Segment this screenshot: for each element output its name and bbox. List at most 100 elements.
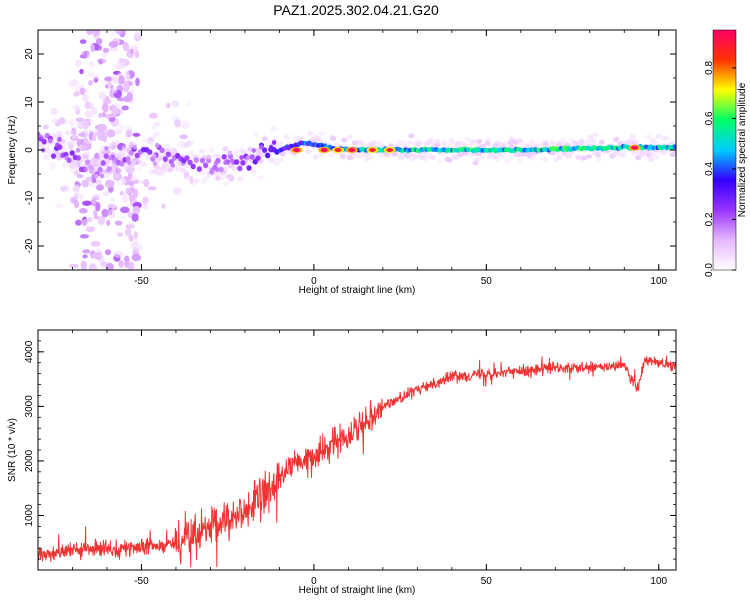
spectrogram-cell	[137, 162, 143, 172]
spectrogram-cell	[66, 157, 72, 164]
spectrogram-cell	[79, 39, 87, 44]
spectrogram-cell	[649, 151, 656, 157]
spectrogram-cell	[111, 107, 119, 116]
spectrogram-cell	[123, 125, 133, 132]
spectrogram-cell	[49, 161, 56, 171]
spectrogram-cell	[107, 142, 114, 148]
snr-y-tick-label: 1000	[24, 504, 35, 527]
spectrogram-cell	[90, 240, 101, 247]
spectrogram-cell	[167, 167, 174, 173]
spectrogram-cell	[660, 149, 667, 155]
spectrogram-cell	[102, 47, 110, 53]
spectrogram-cell	[367, 154, 374, 160]
spectrogram-cell	[369, 148, 377, 152]
spectrogram-cell	[97, 215, 106, 226]
spectrogram-cell	[348, 148, 356, 152]
spectrogram-cell	[122, 164, 129, 170]
spectrogram-cell	[229, 158, 234, 163]
spectrogram-cell	[73, 91, 80, 97]
spectrogram-cell	[65, 130, 72, 136]
spectrogram-cell	[283, 134, 290, 140]
spectrogram-cell	[82, 254, 88, 259]
spectrogram-cell	[119, 191, 124, 196]
spectrogram-cell	[69, 150, 75, 156]
spectrogram-cell	[48, 138, 53, 144]
spectrogram-cell	[70, 196, 76, 204]
snr-x-tick-label: 50	[481, 576, 493, 587]
spectrogram-cell	[343, 151, 350, 157]
spectrogram-cell	[234, 159, 240, 165]
spectrogram-cell	[189, 180, 196, 186]
spectrogram-cell	[127, 180, 135, 187]
spectrogram-cell	[541, 156, 548, 162]
spectrogram-cell	[75, 219, 82, 226]
spectrogram-cell	[655, 133, 662, 139]
spectrogram-cell	[68, 79, 79, 87]
spectrogram-y-tick-label: -10	[24, 190, 35, 205]
spectrogram-cell	[110, 162, 117, 168]
spectrogram-cell	[119, 213, 127, 220]
spectrogram-panel: -50 0 50 100 -20 -10 0 10 20 Height of straight…	[7, 29, 677, 296]
spectrogram-cell	[84, 129, 93, 134]
spectrogram-cell	[75, 161, 82, 167]
spectrogram-cell	[184, 155, 190, 161]
spectrogram-cell	[98, 91, 107, 101]
spectrogram-cell	[434, 139, 441, 145]
spectrogram-cell	[143, 201, 148, 210]
snr-y-ticks: 1000 2000 3000 4000	[24, 329, 676, 571]
spectrogram-cells	[38, 30, 676, 270]
spectrogram-cell	[578, 138, 585, 144]
spectrogram-cell	[109, 46, 119, 52]
spectrogram-cell	[91, 106, 98, 115]
spectrogram-cell	[208, 147, 215, 153]
spectrogram-cell	[517, 138, 524, 144]
spectrogram-cell	[107, 203, 117, 210]
spectrogram-cell	[114, 62, 124, 69]
spectrogram-cell	[140, 161, 147, 167]
spectrogram-cell	[584, 139, 591, 145]
spectrogram-cell	[88, 79, 94, 86]
spectrogram-cell	[277, 141, 284, 147]
spectrogram-cell	[81, 120, 90, 128]
spectrogram-cell	[240, 160, 246, 166]
spectrogram-cell	[126, 73, 131, 84]
spectrogram-cell	[73, 170, 80, 176]
spectrogram-cell	[61, 148, 68, 154]
spectrogram-cell	[148, 112, 158, 119]
colorbar-tick-label: 0.8	[704, 61, 715, 75]
snr-panel: -50 0 50 100 1000 2000 3000 4000 Height of str…	[7, 329, 677, 596]
spectrogram-cell	[105, 263, 114, 270]
spectrogram-cell	[70, 141, 77, 147]
spectrogram-cell	[69, 119, 75, 125]
spectrogram-cell	[95, 37, 103, 45]
spectrogram-cell	[566, 153, 573, 159]
spectrogram-cell	[228, 176, 235, 182]
spectrogram-cell	[106, 167, 111, 173]
spectrogram-cell	[129, 48, 134, 55]
spectrogram-cell	[273, 161, 280, 167]
spectrogram-cell	[664, 135, 671, 141]
spectrogram-cell	[90, 199, 97, 207]
spectrogram-cell	[94, 173, 99, 179]
spectrogram-cell	[504, 158, 511, 164]
spectrogram-cell	[162, 156, 168, 162]
spectrogram-cell	[93, 30, 101, 36]
spectrogram-cell	[271, 140, 277, 145]
spectrogram-cell	[99, 173, 105, 179]
spectrogram-cell	[150, 125, 158, 130]
spectrogram-cell	[520, 151, 527, 157]
spectrogram-cell	[446, 157, 453, 163]
spectrogram-cell	[42, 124, 49, 130]
spectrogram-cell	[119, 160, 125, 167]
spectrogram-cell	[132, 132, 141, 137]
spectrogram-cell	[629, 134, 636, 140]
spectrogram-x-tick-label: 50	[481, 276, 493, 287]
spectrogram-cell	[206, 154, 212, 160]
spectrogram-cell	[124, 228, 132, 237]
spectrogram-cell	[130, 89, 135, 94]
spectrogram-cell	[127, 171, 133, 181]
spectrogram-cell	[106, 129, 116, 138]
spectrogram-cell	[93, 193, 101, 200]
spectrogram-cell	[508, 135, 515, 141]
spectrogram-cell	[71, 186, 80, 193]
